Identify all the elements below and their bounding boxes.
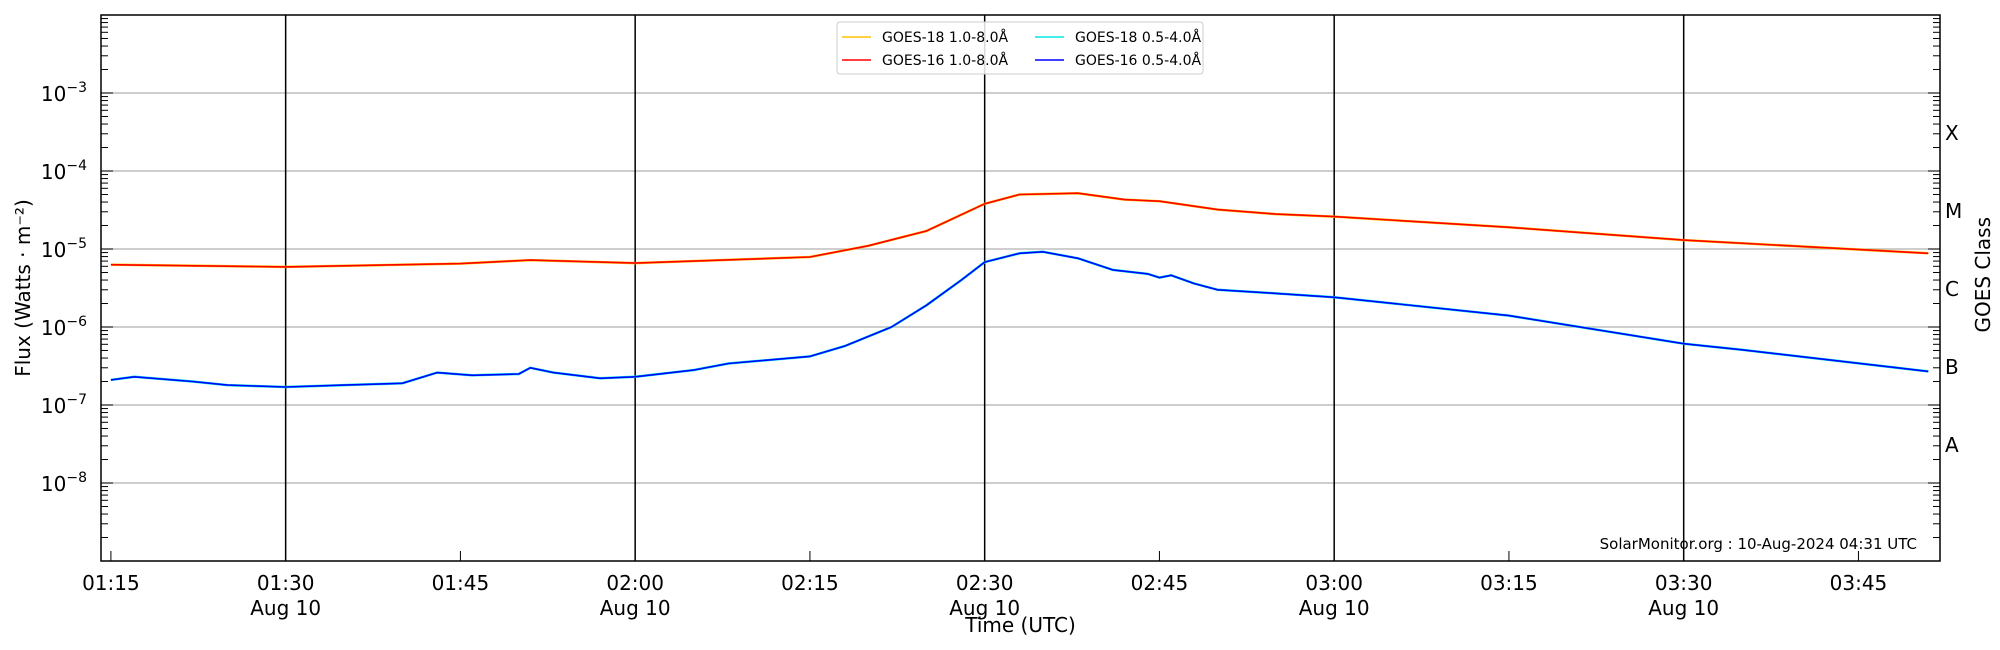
source-annotation: SolarMonitor.org : 10-Aug-2024 04:31 UTC (1600, 535, 1917, 553)
y-tick-label: 10−6 (41, 314, 87, 340)
series-line-goes-16-0-5-4-0- (110, 251, 1929, 388)
legend-label: GOES-18 1.0-8.0Å (882, 29, 1008, 46)
x-tick-label: 02:45 (1131, 571, 1189, 595)
x-tick-label: 02:30 (956, 571, 1014, 595)
y-axis-label: Flux (Watts · m⁻²) (11, 199, 35, 377)
goes-class-label: X (1945, 121, 1959, 145)
x-tick-label: 01:30 (257, 571, 315, 595)
plot-frame (100, 14, 1941, 562)
x-tick-label: 02:15 (781, 571, 839, 595)
x-tick-date: Aug 10 (600, 596, 671, 620)
legend: GOES-18 1.0-8.0Å GOES-18 0.5-4.0Å GOES-16 … (836, 21, 1204, 75)
goes-class-label: A (1945, 433, 1959, 457)
x-axis-label: Time (UTC) (964, 613, 1076, 637)
goes-class-label: C (1945, 277, 1959, 301)
y-tick-label: 10−8 (41, 470, 87, 496)
x-tick-label: 03:15 (1480, 571, 1538, 595)
series-line-goes-18-1-0-8-0- (110, 191, 1929, 269)
x-tick-label: 03:30 (1655, 571, 1713, 595)
x-tick-date: Aug 10 (1299, 596, 1370, 620)
goes-class-label: M (1945, 199, 1962, 223)
series-lines (110, 191, 1929, 389)
x-tick-date: Aug 10 (250, 596, 321, 620)
grid (101, 15, 1940, 561)
x-tick-date: Aug 10 (1648, 596, 1719, 620)
y-tick-label: 10−3 (41, 80, 87, 106)
x-tick-label: 03:00 (1305, 571, 1363, 595)
legend-label: GOES-18 0.5-4.0Å (1075, 29, 1201, 46)
legend-box (836, 21, 1204, 75)
x-tick-label: 01:45 (432, 571, 490, 595)
y-tick-label: 10−4 (41, 158, 87, 184)
x-tick-label: 02:00 (606, 571, 664, 595)
x-tick-label: 01:15 (82, 571, 140, 595)
legend-label: GOES-16 1.0-8.0Å (882, 52, 1008, 69)
legend-label: GOES-16 0.5-4.0Å (1075, 52, 1201, 69)
y-tick-label: 10−5 (41, 236, 87, 262)
right-axis-label: GOES Class (1971, 217, 1995, 333)
y-tick-label: 10−7 (41, 392, 87, 418)
series-line-goes-18-0-5-4-0- (110, 250, 1929, 389)
x-tick-date: Aug 10 (949, 596, 1020, 620)
x-tick-label: 03:45 (1830, 571, 1888, 595)
goes-class-label: B (1945, 355, 1959, 379)
series-line-goes-16-1-0-8-0- (110, 192, 1929, 268)
